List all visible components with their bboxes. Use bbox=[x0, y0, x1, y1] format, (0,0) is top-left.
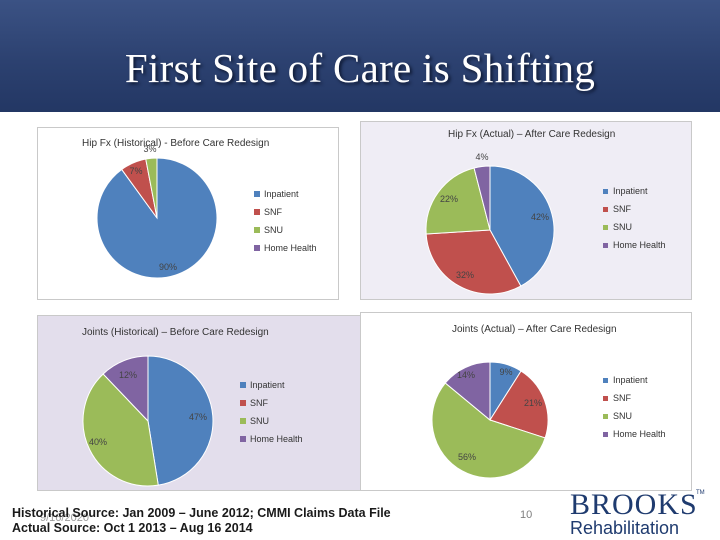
legend-label: Inpatient bbox=[613, 186, 648, 196]
logo-wordmark: BROOKS bbox=[570, 488, 698, 521]
chart-title: Hip Fx (Actual) – After Care Redesign bbox=[448, 129, 615, 140]
data-label: 22% bbox=[440, 194, 458, 204]
legend-label: Inpatient bbox=[250, 380, 285, 390]
pie-slice-snu bbox=[145, 157, 158, 219]
pie-slice-inpatient bbox=[96, 157, 218, 279]
legend-swatch bbox=[240, 400, 246, 406]
pie-joints-actual: 9% 21% 56% 14% bbox=[431, 361, 549, 479]
legend-swatch bbox=[603, 207, 608, 212]
pie-slice-home-health bbox=[473, 165, 491, 231]
legend-swatch bbox=[603, 189, 608, 194]
legend-swatch bbox=[254, 191, 260, 197]
title-banner: First Site of Care is Shifting bbox=[0, 0, 720, 112]
data-label: 21% bbox=[524, 398, 542, 408]
pie-slice-home-health bbox=[444, 361, 491, 422]
source-historical: Historical Source: Jan 2009 – June 2012;… bbox=[12, 506, 391, 520]
legend-swatch bbox=[603, 432, 608, 437]
legend-label: SNU bbox=[613, 411, 632, 421]
date-stamp: 9/16/2020 bbox=[40, 512, 89, 524]
pie-slice-home-health bbox=[102, 355, 149, 423]
chart-panel-hip-historical bbox=[37, 127, 339, 300]
data-label: 42% bbox=[531, 212, 549, 222]
data-label: 3% bbox=[143, 144, 156, 154]
legend-swatch bbox=[603, 225, 608, 230]
data-label: 7% bbox=[129, 166, 142, 176]
legend-label: SNF bbox=[264, 207, 283, 217]
legend-swatch bbox=[603, 243, 608, 248]
pie-hip-actual: 42% 32% 22% 4% bbox=[425, 152, 555, 295]
legend-joints-historical: Inpatient SNF SNU Home Health bbox=[240, 380, 303, 444]
logo-trademark: TM bbox=[696, 490, 705, 496]
data-label: 4% bbox=[475, 152, 488, 162]
legend-label: Home Health bbox=[613, 429, 666, 439]
pie-joints-historical: 47% 40% 12% bbox=[82, 355, 214, 487]
data-label: 12% bbox=[119, 370, 137, 380]
pie-slice-snu bbox=[425, 167, 491, 235]
slide-title: First Site of Care is Shifting bbox=[124, 45, 596, 91]
legend-label: SNF bbox=[613, 204, 632, 214]
legend-swatch bbox=[240, 436, 246, 442]
chart-title: Joints (Historical) – Before Care Redesi… bbox=[82, 327, 269, 338]
legend-label: Home Health bbox=[613, 240, 666, 250]
legend-joints-actual: Inpatient SNF SNU Home Health bbox=[603, 375, 666, 439]
data-label: 47% bbox=[189, 412, 207, 422]
pie-slice-snu bbox=[82, 373, 159, 487]
legend-hip-historical: Inpatient SNF SNU Home Health bbox=[254, 189, 317, 253]
legend-label: SNU bbox=[250, 416, 269, 426]
legend-label: SNF bbox=[250, 398, 269, 408]
pie-slice-snu bbox=[431, 382, 546, 479]
chart-title: Joints (Actual) – After Care Redesign bbox=[452, 324, 617, 335]
legend-label: Home Health bbox=[264, 243, 317, 253]
legend-label: SNU bbox=[264, 225, 283, 235]
data-label: 90% bbox=[159, 262, 177, 272]
legend-label: Inpatient bbox=[613, 375, 648, 385]
legend-label: Home Health bbox=[250, 434, 303, 444]
data-label: 9% bbox=[499, 367, 512, 377]
chart-title: Hip Fx (Historical) - Before Care Redesi… bbox=[82, 138, 269, 149]
pie-slice-inpatient bbox=[489, 165, 555, 287]
source-note: Historical Source: Jan 2009 – June 2012;… bbox=[12, 506, 391, 536]
legend-swatch bbox=[603, 378, 608, 383]
legend-swatch bbox=[603, 414, 608, 419]
legend-swatch bbox=[254, 209, 260, 215]
legend-swatch bbox=[603, 396, 608, 401]
legend-swatch bbox=[254, 227, 260, 233]
pie-slice-snf bbox=[489, 370, 549, 439]
legend-swatch bbox=[240, 418, 246, 424]
pie-hip-historical: 90% 7% 3% bbox=[96, 144, 218, 279]
source-actual: Actual Source: Oct 1 2013 – Aug 16 2014 bbox=[12, 521, 253, 535]
data-label: 40% bbox=[89, 437, 107, 447]
page-number: 10 bbox=[520, 509, 533, 521]
legend-label: SNU bbox=[613, 222, 632, 232]
pie-slice-snf bbox=[425, 229, 522, 295]
logo-tagline: Rehabilitation bbox=[570, 518, 680, 538]
data-label: 32% bbox=[456, 270, 474, 280]
data-label: 14% bbox=[457, 370, 475, 380]
legend-swatch bbox=[240, 382, 246, 388]
legend-hip-actual: Inpatient SNF SNU Home Health bbox=[603, 186, 666, 250]
legend-label: SNF bbox=[613, 393, 632, 403]
legend-label: Inpatient bbox=[264, 189, 299, 199]
legend-swatch bbox=[254, 245, 260, 251]
pie-slice-inpatient bbox=[147, 355, 214, 486]
brooks-rehabilitation-logo: BROOKS TM Rehabilitation bbox=[568, 488, 708, 540]
data-label: 56% bbox=[458, 452, 476, 462]
